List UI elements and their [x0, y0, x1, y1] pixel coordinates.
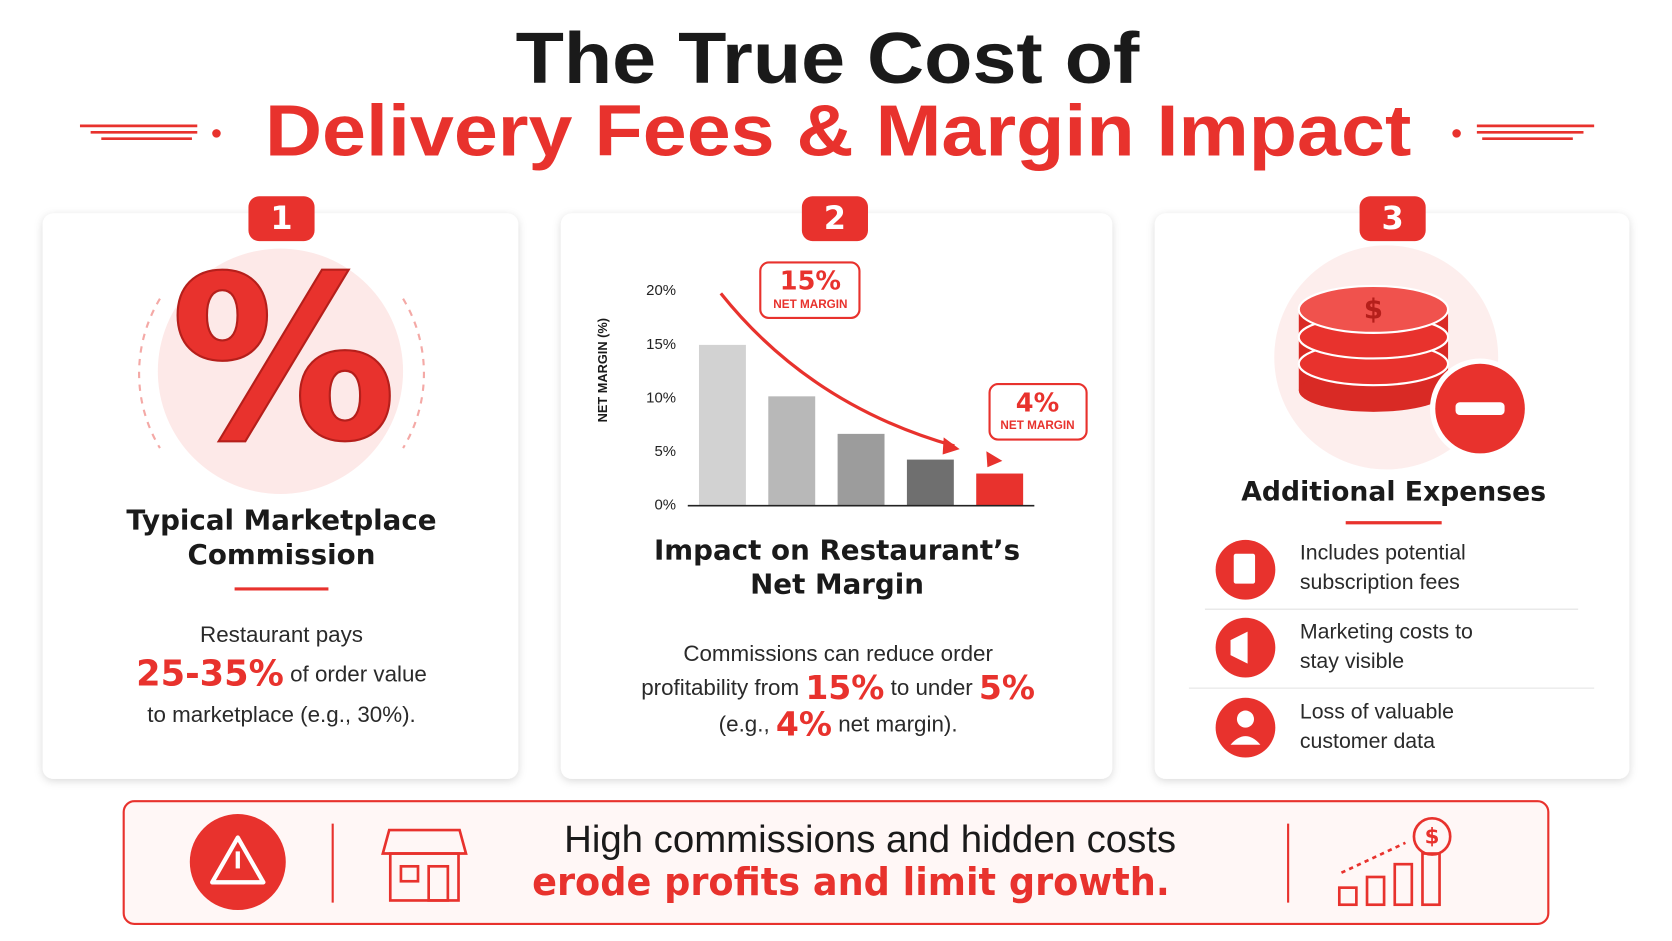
badges	[248, 196, 1426, 242]
y-tick-label: 10%	[646, 389, 676, 406]
dot	[1452, 129, 1461, 138]
title-line1: The True Cost of	[516, 18, 1141, 99]
growth-icon	[1337, 816, 1452, 907]
card-body: (e.g., 4% net margin).	[719, 704, 958, 743]
y-tick-label: 0%	[654, 497, 676, 514]
bar	[906, 459, 954, 506]
callout-label: NET MARGIN	[773, 298, 847, 311]
card	[560, 213, 1113, 779]
highlight: 4%	[776, 704, 832, 743]
y-tick-label: 20%	[646, 282, 676, 299]
text: profitability from	[641, 675, 799, 700]
card-body: Commissions can reduce order	[683, 641, 993, 666]
arrow-heads	[942, 437, 1003, 468]
icon-decoration	[138, 298, 426, 449]
growth-symbol: $	[1425, 825, 1440, 850]
callout	[988, 383, 1088, 441]
bar	[698, 344, 746, 506]
expense-text: Includes potential	[1300, 540, 1466, 564]
expense-text: subscription fees	[1300, 570, 1460, 594]
callout-label: NET MARGIN	[1000, 419, 1074, 432]
badge-number: 2	[824, 199, 846, 237]
card-body: to marketplace (e.g., 30%).	[147, 702, 416, 727]
footer-line1: High commissions and hidden costs	[564, 818, 1176, 861]
text: (e.g.,	[719, 711, 770, 736]
warning-triangle	[210, 835, 266, 885]
coin-symbol: $	[1364, 292, 1383, 325]
minus-bar	[1455, 402, 1505, 416]
bar	[837, 433, 885, 506]
footer-line2: erode profits and limit growth.	[532, 860, 1170, 905]
icon-circle	[157, 248, 404, 494]
title-decoration	[79, 124, 1595, 141]
highlight: 15%	[805, 668, 884, 707]
callout-value: 15%	[780, 267, 841, 297]
expense-list	[1188, 539, 1595, 758]
coin-stack	[1297, 284, 1450, 412]
expense-items: Includes potential subscription fees Marke…	[1300, 540, 1473, 753]
y-axis-label: NET MARGIN (%)	[595, 318, 610, 422]
badge-number: 3	[1381, 199, 1403, 237]
callout	[759, 261, 861, 320]
card-title: Commission	[188, 538, 376, 571]
card-title: Net Margin	[750, 568, 924, 601]
card-body: profitability from 15% to under 5%	[641, 668, 1035, 707]
callout-value: 4%	[1016, 388, 1059, 418]
bar	[768, 396, 816, 506]
card-body: Restaurant pays	[200, 622, 363, 647]
badge-number: 1	[270, 199, 292, 237]
text: to under	[891, 675, 974, 700]
expense-text: customer data	[1300, 729, 1435, 753]
y-tick-label: 15%	[646, 336, 676, 353]
bar-chart: 0% 5% 10% 15% 20%	[646, 282, 1035, 514]
bar	[976, 473, 1024, 506]
highlight: 5%	[979, 668, 1035, 707]
expense-text: stay visible	[1300, 649, 1404, 673]
card-title: Typical Marketplace	[126, 504, 436, 537]
expense-text: Loss of valuable	[1300, 699, 1454, 723]
text: of order value	[290, 661, 427, 686]
text: net margin).	[838, 711, 957, 736]
title-line2: Delivery Fees & Margin Impact	[265, 91, 1411, 172]
card-title: Impact on Restaurant’s	[654, 534, 1020, 567]
dot	[212, 129, 221, 138]
expense-text: Marketing costs to	[1300, 619, 1473, 643]
percent-icon: %	[171, 229, 395, 490]
trend-arrow	[719, 292, 955, 448]
highlight: 25-35%	[136, 653, 284, 694]
card-title: Additional Expenses	[1241, 476, 1546, 507]
footer-banner	[122, 800, 1550, 925]
store-icon	[381, 828, 468, 902]
y-tick-label: 5%	[654, 443, 676, 460]
card-body: 25-35% of order value	[136, 653, 427, 694]
